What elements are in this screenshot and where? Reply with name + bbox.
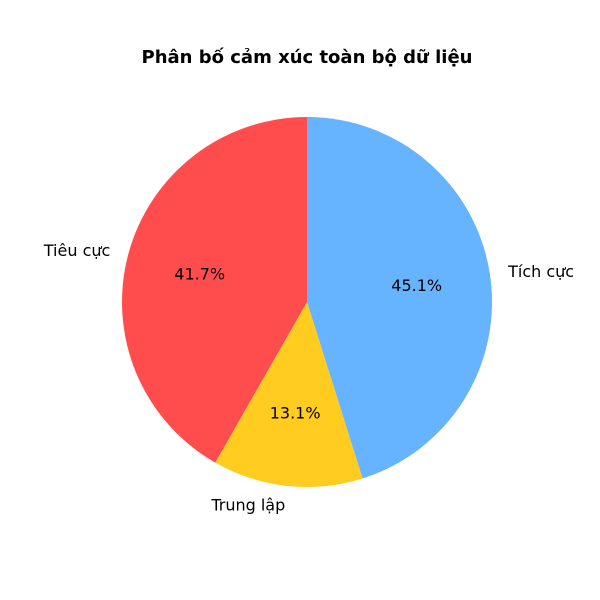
slice-percent-2: 41.7% xyxy=(174,265,225,284)
pie-slice-2 xyxy=(122,117,307,463)
slice-percent-1: 13.1% xyxy=(270,403,321,422)
pie-slice-0 xyxy=(307,117,493,479)
slice-label-1: Trung lập xyxy=(210,495,285,514)
pie-slices xyxy=(122,117,493,487)
pie-labels: Tích cực 45.1% Trung lập 13.1% Tiêu cực 41.7% xyxy=(43,241,574,515)
slice-label-0: Tích cực xyxy=(507,262,574,281)
slice-percent-0: 45.1% xyxy=(391,276,442,295)
slice-label-2: Tiêu cực xyxy=(43,241,111,260)
chart-title: Phân bố cảm xúc toàn bộ dữ liệu xyxy=(142,47,473,68)
pie-slice-1 xyxy=(215,302,363,487)
